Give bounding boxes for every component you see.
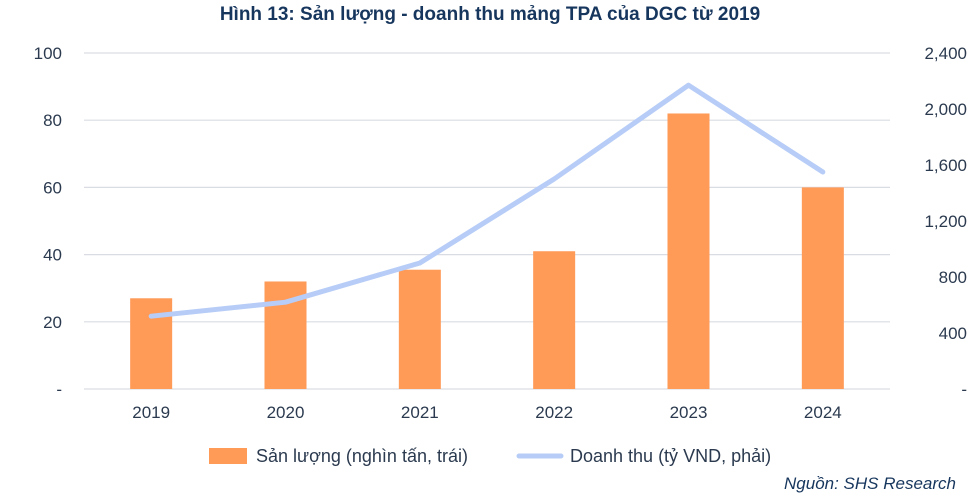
bar-2019 (130, 298, 173, 389)
x-tick-label: 2024 (804, 403, 842, 422)
y-right-tick-label: 2,000 (924, 100, 967, 119)
x-tick-label: 2021 (401, 403, 439, 422)
y-axis-left: - 20 40 60 80 100 (34, 44, 62, 399)
y-left-tick-label: 60 (43, 178, 62, 197)
y-left-tick-label: 40 (43, 246, 62, 265)
legend-bar-label: Sản lượng (nghìn tấn, trái) (256, 446, 468, 466)
legend-bar-swatch (209, 448, 247, 464)
y-left-tick-label: 100 (34, 44, 62, 63)
y-axis-right: - 400 800 1,200 1,600 2,000 2,400 (924, 44, 967, 399)
y-right-tick-label: 1,200 (924, 212, 967, 231)
x-axis: 2019 2020 2021 2022 2023 2024 (132, 403, 841, 422)
x-tick-label: 2019 (132, 403, 170, 422)
y-right-tick-label: 800 (939, 268, 967, 287)
legend: Sản lượng (nghìn tấn, trái) Doanh thu (tỷ… (209, 446, 771, 466)
source-note: Nguồn: SHS Research (784, 474, 956, 493)
y-left-tick-label: 80 (43, 111, 62, 130)
y-right-tick-label: 1,600 (924, 156, 967, 175)
y-left-tick-label: 20 (43, 313, 62, 332)
bar-2022 (533, 251, 576, 389)
bar-2024 (801, 187, 844, 389)
grid-lines (84, 52, 890, 390)
line-series (148, 82, 826, 319)
bar-2021 (398, 269, 441, 389)
y-right-tick-label: - (961, 380, 967, 399)
y-right-tick-label: 2,400 (924, 44, 967, 63)
x-tick-label: 2020 (267, 403, 305, 422)
legend-line-label: Doanh thu (tỷ VND, phải) (570, 446, 771, 466)
y-left-tick-label: - (56, 380, 62, 399)
bar-series (130, 113, 844, 389)
bar-2023 (667, 113, 710, 389)
revenue-line (148, 82, 826, 319)
x-tick-label: 2022 (535, 403, 573, 422)
chart-title: Hình 13: Sản lượng - doanh thu mảng TPA … (219, 4, 761, 25)
x-tick-label: 2023 (670, 403, 708, 422)
y-right-tick-label: 400 (939, 324, 967, 343)
